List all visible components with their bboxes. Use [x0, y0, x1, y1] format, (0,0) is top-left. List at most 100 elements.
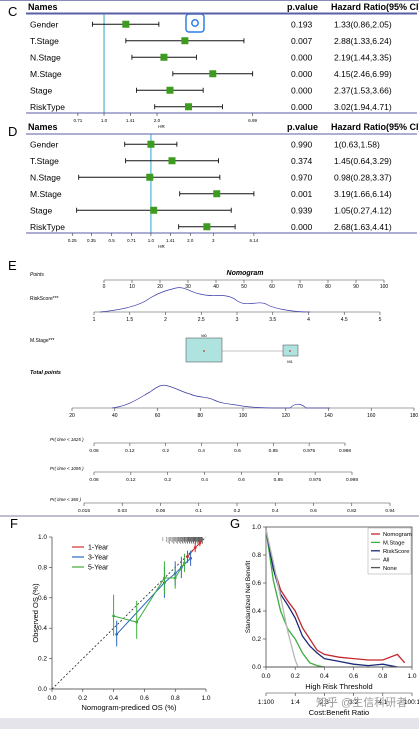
- x-tick-label: 3: [212, 238, 215, 243]
- header-names: Names: [28, 2, 58, 12]
- series-line: [113, 562, 185, 623]
- probability-tick-label: 0.015: [78, 508, 90, 514]
- riskscore-tick-label: 3: [236, 317, 239, 323]
- x-tick-label: 1.0: [201, 695, 210, 702]
- row-hr-text: 2.88(1.33,6.24): [334, 36, 392, 46]
- probability-tick-label: 0.06: [89, 448, 99, 454]
- x-axis-label: HR: [158, 244, 165, 249]
- x-tick-label: 2.0: [154, 118, 161, 123]
- legend-label: All: [383, 557, 389, 563]
- legend-label: 3-Year: [88, 555, 109, 562]
- y-tick-label: 0.0: [38, 686, 47, 693]
- nomogram-title: Nomogram: [227, 270, 264, 277]
- y-tick-label: 0.4: [38, 625, 47, 632]
- row-hr-text: 2.19(1.44,3.35): [334, 52, 392, 62]
- total-tick-label: 140: [324, 413, 333, 419]
- x-tick-label: 1.0: [148, 238, 155, 243]
- row-pvalue: 0.374: [291, 156, 313, 166]
- probability-tick-label: 0.03: [118, 508, 128, 514]
- probability-tick-label: 0.82: [347, 508, 357, 514]
- x-tick-label: 0.8: [171, 695, 180, 702]
- total-density: [111, 384, 330, 409]
- points-tick-label: 70: [297, 284, 303, 290]
- series-point: [115, 632, 119, 636]
- points-tick-label: 40: [213, 284, 219, 290]
- series-point: [186, 555, 189, 559]
- legend-label: None: [383, 566, 397, 572]
- row-hr-text: 0.98(0.28,3.37): [334, 172, 392, 182]
- hr-marker: [213, 190, 221, 198]
- hr-marker: [147, 140, 155, 148]
- x-tick-label: 1.41: [126, 118, 135, 123]
- mstage-point-m0: [203, 350, 205, 352]
- y-axis-label: Standardized Net Benefit: [245, 561, 252, 633]
- row-name: RiskType: [30, 222, 65, 232]
- probability-tick-label: 0.6: [310, 508, 317, 514]
- x2-tick-label: 100:1: [404, 699, 419, 706]
- total-tick-label: 20: [69, 413, 75, 419]
- series-line: [265, 529, 406, 664]
- header-hazard-ratio: Hazard Ratio(95% CI): [331, 2, 419, 12]
- total-tick-label: 120: [282, 413, 291, 419]
- probability-tick-label: 0.975: [309, 477, 321, 483]
- y-tick-label: 0.8: [252, 552, 261, 559]
- row-pvalue: 0.000: [291, 85, 313, 95]
- decision-curve-g: G 0.0 0.2 0.4 0.6 0.8 1.0 0.0 0.2 0.4 0.6 0.8 1.0 Hi…: [230, 516, 419, 717]
- probability-tick-label: 0.975: [303, 448, 315, 454]
- x-tick-label: 0.71: [127, 238, 136, 243]
- probability-tick-label: 0.2: [162, 448, 169, 454]
- y-tick-label: 0.8: [38, 564, 47, 571]
- row-hr-text: 1.05(0.27,4.12): [334, 205, 392, 215]
- probability-tick-label: 0.998: [339, 448, 351, 454]
- x-tick-label: 0.5: [108, 238, 115, 243]
- series-line: [265, 529, 299, 668]
- row-name: Stage: [30, 85, 52, 95]
- hr-marker: [181, 37, 189, 45]
- row-label: RiskScore***: [30, 296, 59, 302]
- x-tick-label: 1.41: [166, 238, 175, 243]
- points-tick-label: 100: [380, 284, 389, 290]
- x2-tick-label: 3:2: [349, 699, 358, 706]
- x-tick-label: 2.0: [187, 238, 194, 243]
- x-axis-label: HR: [158, 124, 165, 129]
- points-tick-label: 20: [157, 284, 163, 290]
- row-pvalue: 0.000: [291, 52, 313, 62]
- series-point: [198, 541, 202, 545]
- mstage-label-m1: M1: [287, 359, 293, 364]
- x-axis-label: Nomogram-prediced OS (%): [81, 703, 177, 712]
- points-tick-label: 90: [353, 284, 359, 290]
- legend-label: M.Stage: [383, 541, 405, 547]
- hr-marker: [203, 223, 211, 231]
- panel-label-e: E: [8, 258, 17, 273]
- series-line: [187, 542, 201, 558]
- riskscore-tick-label: 4: [307, 317, 310, 323]
- scan-icon[interactable]: [185, 13, 205, 33]
- x-tick-label: 1.0: [101, 118, 108, 123]
- x-tick-label: 0.6: [140, 695, 149, 702]
- series-line: [265, 529, 325, 668]
- x-tick-label: 1.0: [407, 673, 416, 680]
- row-name: N.Stage: [30, 172, 61, 182]
- series-point: [135, 620, 139, 624]
- x-tick-label: 0.0: [261, 673, 270, 680]
- x-tick-label: 0.4: [320, 673, 329, 680]
- legend-label: RiskScore: [383, 549, 409, 555]
- row-name: RiskType: [30, 102, 65, 112]
- row-name: M.Stage: [30, 189, 62, 199]
- row-label: Points: [30, 272, 44, 278]
- panel-label-d: D: [8, 124, 17, 139]
- probability-tick-label: 0.6: [238, 477, 245, 483]
- header-names: Names: [28, 122, 58, 132]
- riskscore-tick-label: 1.5: [126, 317, 133, 323]
- header-hazard-ratio: Hazard Ratio(95% CI): [331, 122, 419, 132]
- hr-marker: [184, 103, 192, 111]
- series-point: [193, 546, 197, 550]
- hr-marker: [168, 157, 176, 165]
- row-hr-text: 2.37(1.53,3.66): [334, 85, 392, 95]
- row-hr-text: 4.15(2.46,6.99): [334, 69, 392, 79]
- forest-plot-d: D Names p.value Hazard Ratio(95% CI) Gender…: [8, 122, 419, 249]
- row-label: Pr( time < 1825 ): [50, 437, 84, 442]
- total-tick-label: 160: [367, 413, 376, 419]
- probability-tick-label: 0.12: [125, 448, 135, 454]
